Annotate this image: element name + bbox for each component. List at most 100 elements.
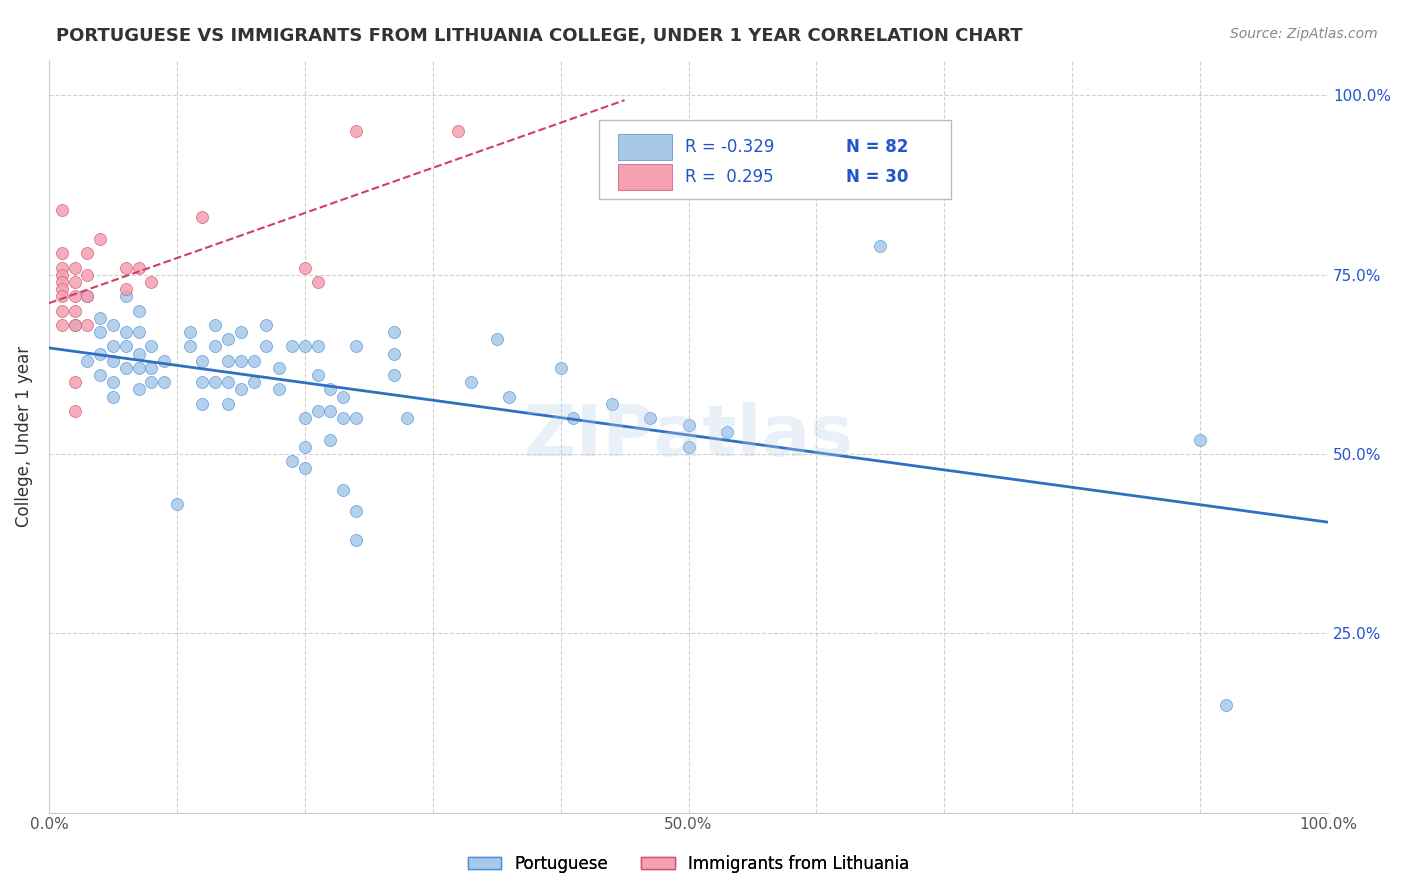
Point [63, 275, 86, 289]
Point [217, 332, 239, 346]
Point [382, 346, 405, 360]
Point [307, 339, 329, 353]
Point [254, 318, 277, 332]
Point [179, 325, 201, 339]
Point [63, 303, 86, 318]
Point [128, 346, 150, 360]
Point [89, 310, 111, 325]
Point [229, 383, 252, 397]
Point [1215, 698, 1237, 712]
Y-axis label: College, Under 1 year: College, Under 1 year [15, 345, 32, 526]
Point [141, 376, 163, 390]
Point [332, 390, 354, 404]
Point [307, 368, 329, 383]
Legend: Portuguese, Immigrants from Lithuania: Portuguese, Immigrants from Lithuania [461, 848, 917, 880]
Point [242, 353, 264, 368]
Point [63, 318, 86, 332]
Point [294, 411, 316, 425]
Point [204, 376, 226, 390]
Point [191, 353, 214, 368]
Point [114, 289, 136, 303]
Text: N = 30: N = 30 [846, 168, 908, 186]
Point [485, 332, 508, 346]
Point [141, 339, 163, 353]
Point [51, 246, 73, 260]
Point [76, 353, 98, 368]
FancyBboxPatch shape [619, 164, 672, 190]
Point [460, 376, 482, 390]
Point [89, 368, 111, 383]
Point [332, 483, 354, 497]
FancyBboxPatch shape [599, 120, 950, 199]
Point [128, 260, 150, 275]
Point [89, 325, 111, 339]
Point [204, 339, 226, 353]
Point [114, 325, 136, 339]
Point [307, 275, 329, 289]
Point [63, 289, 86, 303]
Point [114, 339, 136, 353]
Text: N = 82: N = 82 [846, 138, 908, 156]
Point [51, 203, 73, 218]
Point [294, 440, 316, 454]
Point [319, 433, 342, 447]
Point [382, 368, 405, 383]
Point [678, 440, 700, 454]
Point [344, 504, 367, 518]
Point [114, 360, 136, 375]
Point [89, 346, 111, 360]
Point [101, 339, 124, 353]
Point [254, 339, 277, 353]
Point [396, 411, 419, 425]
Point [678, 418, 700, 433]
Text: R =  0.295: R = 0.295 [685, 168, 773, 186]
Point [281, 454, 304, 468]
Point [269, 360, 291, 375]
Point [307, 404, 329, 418]
Point [141, 360, 163, 375]
Point [63, 318, 86, 332]
Point [76, 318, 98, 332]
Point [269, 383, 291, 397]
Text: R = -0.329: R = -0.329 [685, 138, 775, 156]
Point [128, 325, 150, 339]
Point [51, 289, 73, 303]
Point [344, 339, 367, 353]
Point [101, 376, 124, 390]
Point [191, 397, 214, 411]
Text: Source: ZipAtlas.com: Source: ZipAtlas.com [1230, 27, 1378, 41]
Point [63, 404, 86, 418]
Point [51, 318, 73, 332]
Point [562, 411, 585, 425]
Point [229, 353, 252, 368]
Point [51, 268, 73, 282]
Text: PORTUGUESE VS IMMIGRANTS FROM LITHUANIA COLLEGE, UNDER 1 YEAR CORRELATION CHART: PORTUGUESE VS IMMIGRANTS FROM LITHUANIA … [56, 27, 1024, 45]
Point [63, 376, 86, 390]
Point [319, 404, 342, 418]
Point [101, 353, 124, 368]
Point [89, 232, 111, 246]
Point [101, 318, 124, 332]
Point [498, 390, 520, 404]
Point [294, 339, 316, 353]
Point [114, 260, 136, 275]
Point [382, 325, 405, 339]
Point [281, 339, 304, 353]
Point [128, 383, 150, 397]
Point [76, 289, 98, 303]
Text: ZIPatlas: ZIPatlas [523, 401, 853, 471]
Point [76, 268, 98, 282]
Point [344, 533, 367, 547]
Point [1189, 433, 1212, 447]
Point [128, 303, 150, 318]
Point [869, 239, 891, 253]
Point [217, 353, 239, 368]
Point [447, 124, 470, 138]
Point [217, 376, 239, 390]
Point [294, 461, 316, 475]
Point [204, 318, 226, 332]
Point [179, 339, 201, 353]
Point [166, 497, 188, 511]
Point [638, 411, 661, 425]
Point [63, 260, 86, 275]
